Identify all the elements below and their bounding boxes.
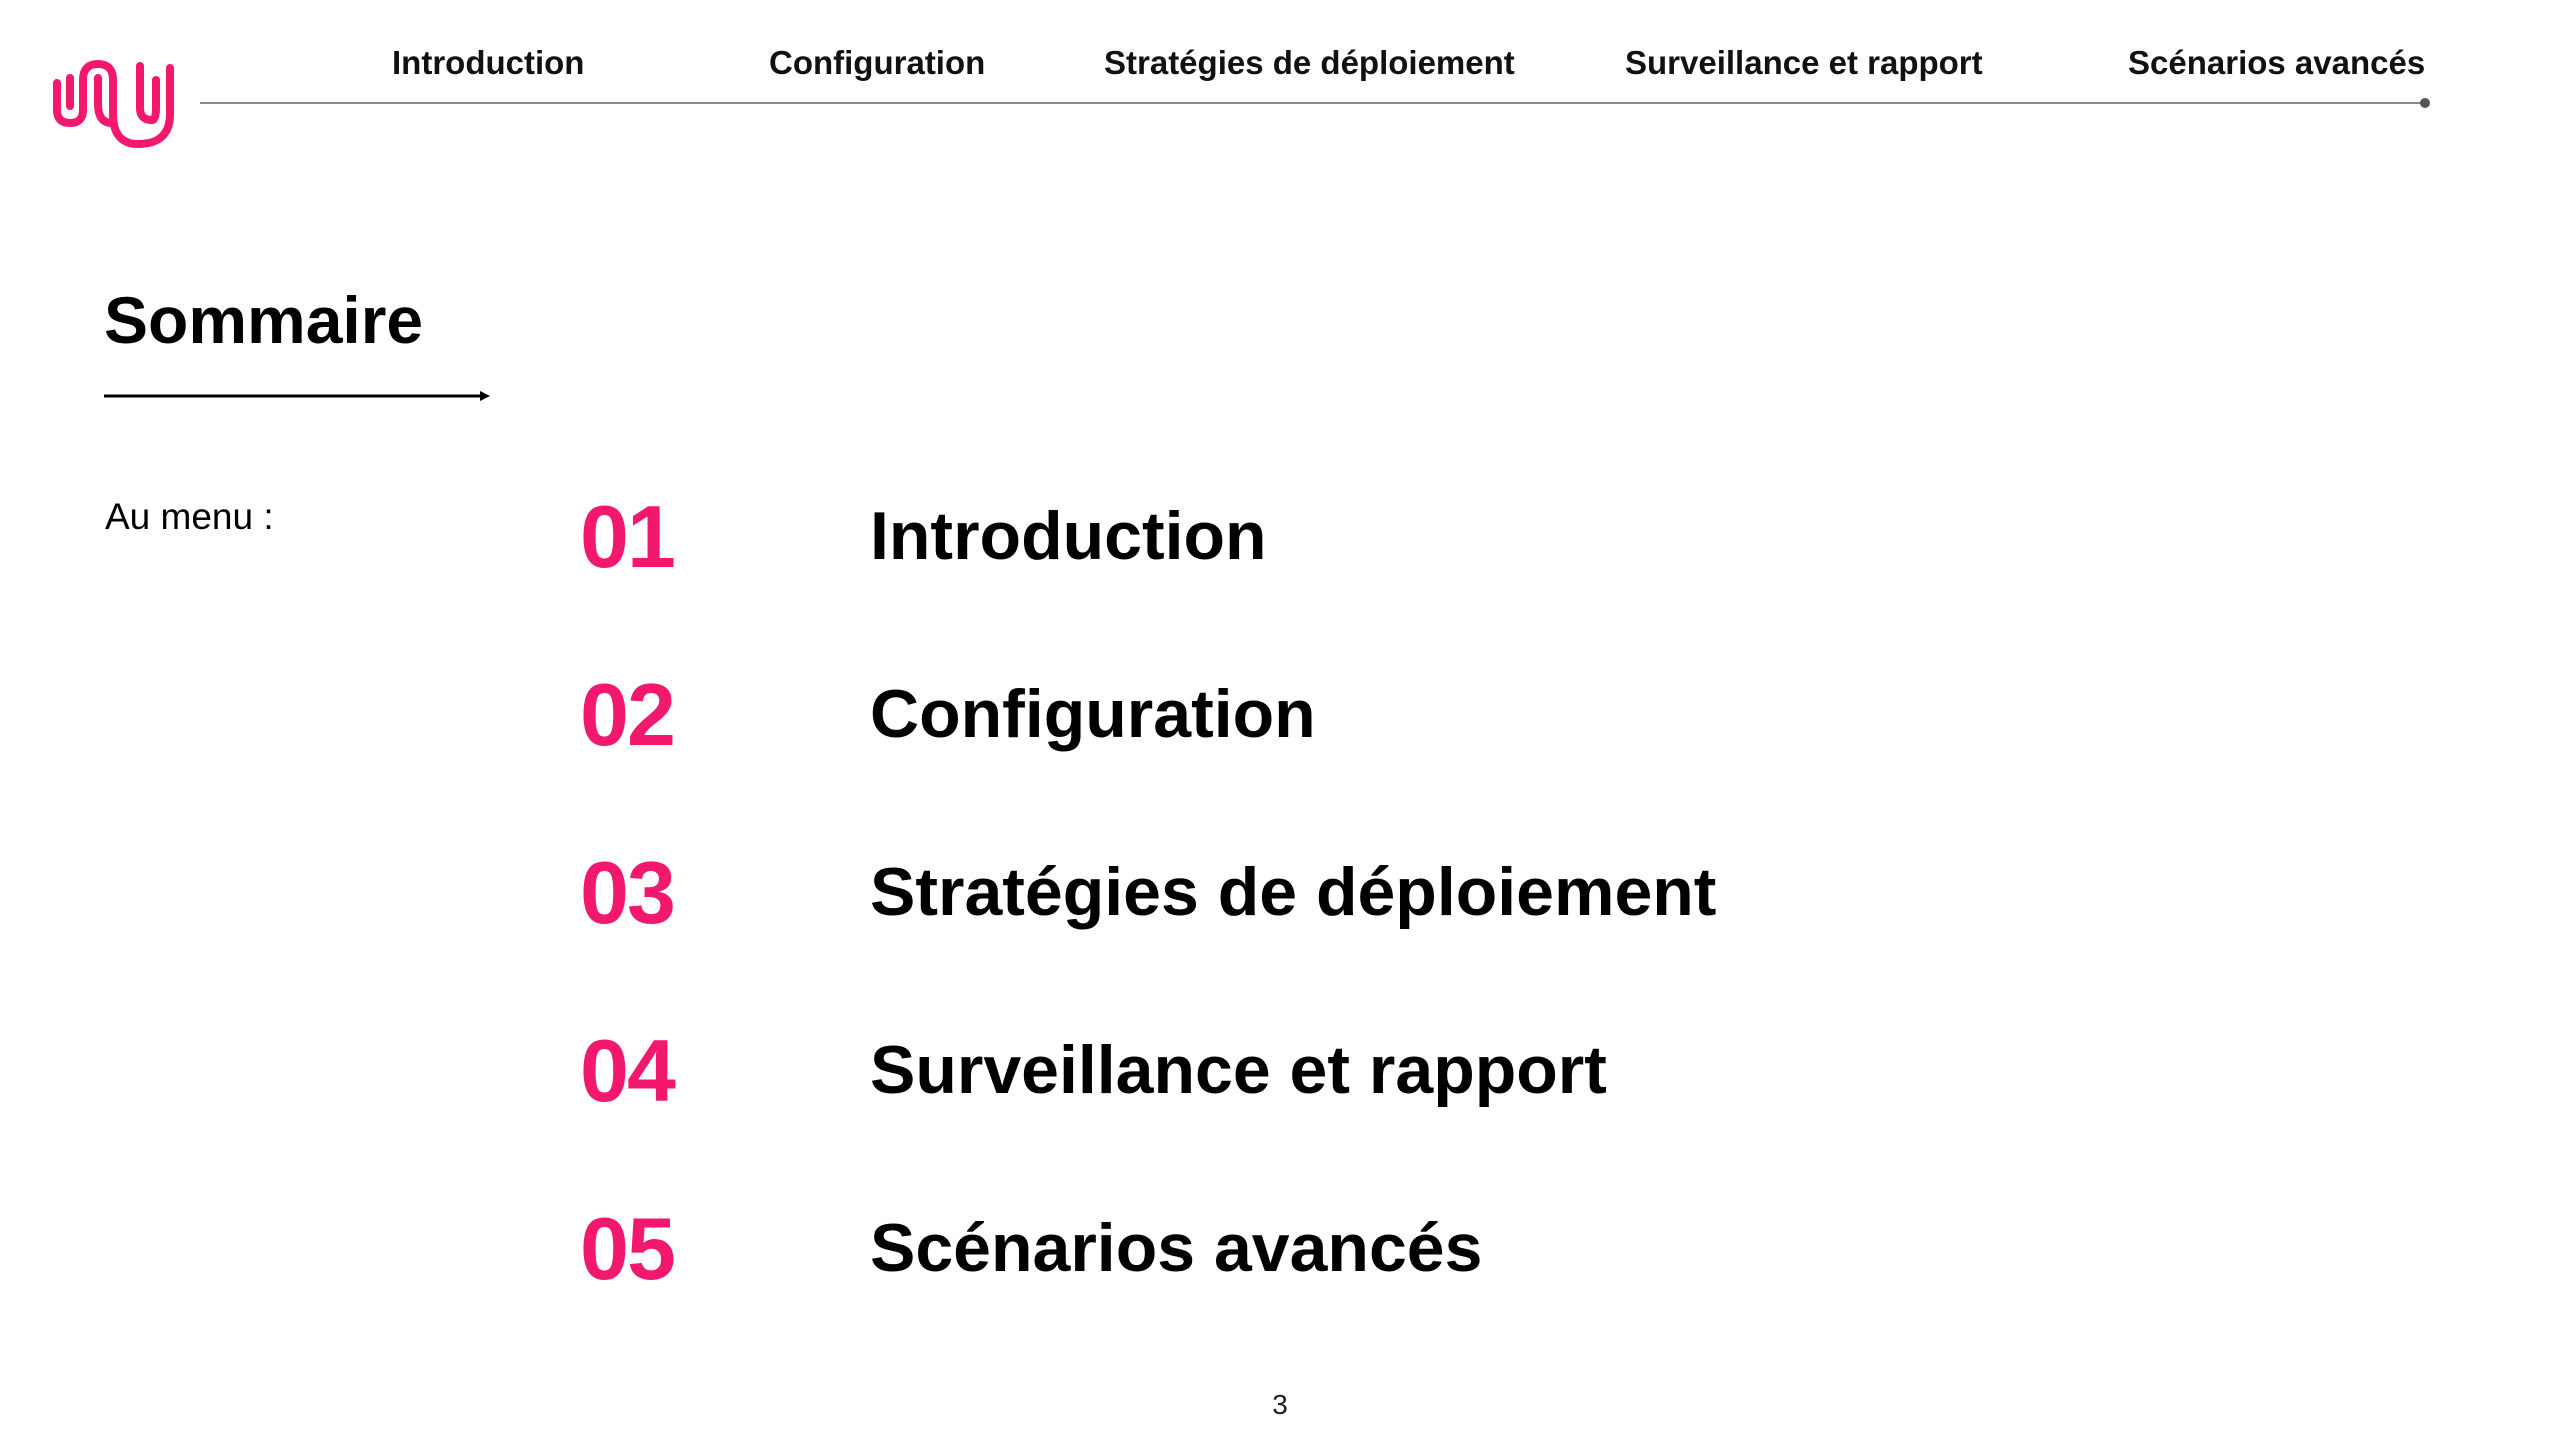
menu-item-number: 04 [580, 1021, 676, 1120]
menu-item-number: 01 [580, 487, 676, 586]
menu-item-number: 05 [580, 1199, 676, 1298]
title-underline-arrow [104, 391, 490, 401]
menu-item-strategies-de-deploiement[interactable]: 03 Stratégies de déploiement [580, 838, 2280, 948]
menu-item-label[interactable]: Scénarios avancés [870, 1210, 1483, 1286]
menu-item-label[interactable]: Introduction [870, 498, 1267, 574]
menu-item-label[interactable]: Configuration [870, 676, 1316, 752]
page-number: 3 [1272, 1389, 1288, 1420]
page-title: Sommaire [104, 283, 424, 357]
nav-item-surveillance-et-rapport[interactable]: Surveillance et rapport [1625, 44, 1983, 81]
menu-item-scenarios-avances[interactable]: 05 Scénarios avancés [580, 1194, 2280, 1304]
brand-logo-icon [53, 60, 174, 148]
menu-intro-label: Au menu : [105, 496, 274, 537]
nav-progress-dot [2420, 98, 2430, 108]
nav-item-strategies-de-deploiement[interactable]: Stratégies de déploiement [1104, 44, 1515, 81]
menu-item-surveillance-et-rapport[interactable]: 04 Surveillance et rapport [580, 1016, 2280, 1126]
menu-item-label[interactable]: Stratégies de déploiement [870, 854, 1717, 930]
menu-item-label[interactable]: Surveillance et rapport [870, 1032, 1607, 1108]
nav-item-scenarios-avances[interactable]: Scénarios avancés [2128, 44, 2426, 81]
nav-item-configuration[interactable]: Configuration [769, 44, 986, 81]
nav-item-introduction[interactable]: Introduction [392, 44, 585, 81]
menu-item-number: 02 [580, 665, 676, 764]
menu-item-configuration[interactable]: 02 Configuration [580, 660, 2280, 770]
nav-divider [200, 102, 2424, 104]
menu-item-introduction[interactable]: 01 Introduction [580, 482, 2280, 592]
menu-item-number: 03 [580, 843, 676, 942]
